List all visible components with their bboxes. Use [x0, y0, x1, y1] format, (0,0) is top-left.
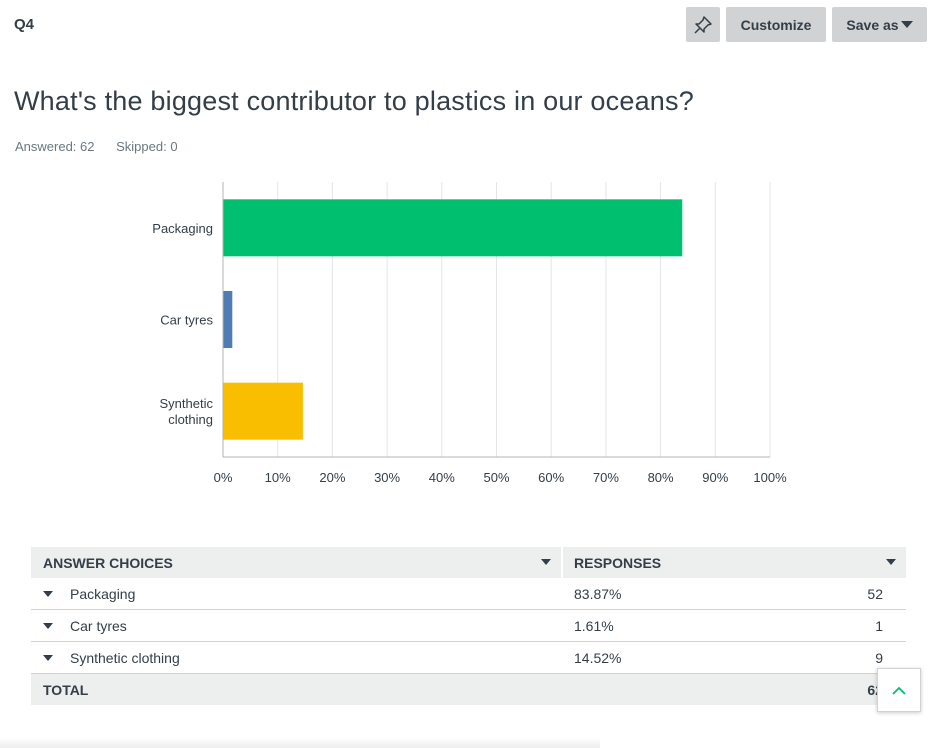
x-tick-label: 20% — [319, 470, 345, 485]
x-tick-label: 50% — [483, 470, 509, 485]
answered-count: Answered: 62 — [15, 139, 95, 154]
pin-button[interactable] — [686, 7, 720, 42]
answer-choice-cell: Synthetic clothing — [31, 650, 563, 666]
x-tick-label: 80% — [648, 470, 674, 485]
table-row: Packaging 83.87% 52 — [31, 578, 906, 610]
response-percent: 1.61% — [574, 617, 614, 634]
response-stats: Answered: 62 Skipped: 0 — [15, 139, 178, 154]
customize-button[interactable]: Customize — [726, 7, 826, 42]
total-row: TOTAL 62 — [31, 674, 906, 705]
x-tick-label: 60% — [538, 470, 564, 485]
question-title: What's the biggest contributor to plasti… — [14, 86, 694, 116]
x-tick-label: 100% — [753, 470, 787, 485]
pin-icon — [694, 15, 712, 34]
category-label: Packaging — [152, 221, 213, 236]
bar-chart: 0% 10% 20% 30% 40% 50% 60% 70% 80% 90% 100% Packagi… — [152, 182, 787, 485]
sort-caret-icon — [886, 559, 896, 565]
category-label: Synthetic clothing — [160, 396, 214, 427]
save-as-button[interactable]: Save as — [832, 7, 927, 42]
table-row: Car tyres 1.61% 1 — [31, 610, 906, 642]
scroll-to-top-button[interactable] — [877, 668, 921, 712]
bar[interactable] — [223, 291, 233, 348]
table-row: Synthetic clothing 14.52% 9 — [31, 642, 906, 674]
response-count: 1 — [875, 617, 883, 634]
answer-choice-cell: Car tyres — [31, 618, 563, 634]
bar[interactable] — [223, 199, 683, 257]
expand-caret-icon[interactable] — [43, 590, 53, 597]
answer-choices-header-label: ANSWER CHOICES — [43, 554, 173, 571]
responses-header-label: RESPONSES — [574, 554, 662, 571]
bottom-shadow — [0, 738, 600, 748]
answer-choice-label: Car tyres — [70, 617, 127, 634]
x-tick-label: 10% — [265, 470, 291, 485]
bar[interactable] — [223, 382, 303, 440]
category-label: Car tyres — [160, 313, 213, 328]
expand-caret-icon[interactable] — [43, 654, 53, 661]
expand-caret-icon[interactable] — [43, 622, 53, 629]
x-tick-label: 30% — [374, 470, 400, 485]
answer-choice-label: Packaging — [70, 585, 136, 602]
toolbar: Customize Save as — [686, 7, 927, 42]
chevron-up-icon — [892, 686, 906, 695]
table-header: ANSWER CHOICES RESPONSES — [31, 547, 906, 578]
question-number: Q4 — [14, 16, 35, 33]
response-percent: 83.87% — [574, 585, 622, 602]
caret-down-icon — [900, 21, 913, 28]
response-count: 9 — [875, 649, 883, 666]
x-tick-label: 0% — [214, 470, 233, 485]
total-label: TOTAL — [43, 681, 89, 698]
x-tick-label: 90% — [702, 470, 728, 485]
save-as-label: Save as — [846, 16, 899, 33]
sort-caret-icon — [541, 559, 551, 565]
response-count: 52 — [867, 585, 883, 602]
answer-choice-label: Synthetic clothing — [70, 649, 180, 666]
responses-header[interactable]: RESPONSES — [563, 547, 906, 578]
responses-table: ANSWER CHOICES RESPONSES Packaging 83.87%… — [31, 547, 906, 705]
answer-choices-header[interactable]: ANSWER CHOICES — [31, 547, 563, 578]
response-percent: 14.52% — [574, 649, 622, 666]
x-tick-label: 70% — [593, 470, 619, 485]
skipped-count: Skipped: 0 — [116, 139, 178, 154]
x-tick-label: 40% — [429, 470, 455, 485]
answer-choice-cell: Packaging — [31, 586, 563, 602]
